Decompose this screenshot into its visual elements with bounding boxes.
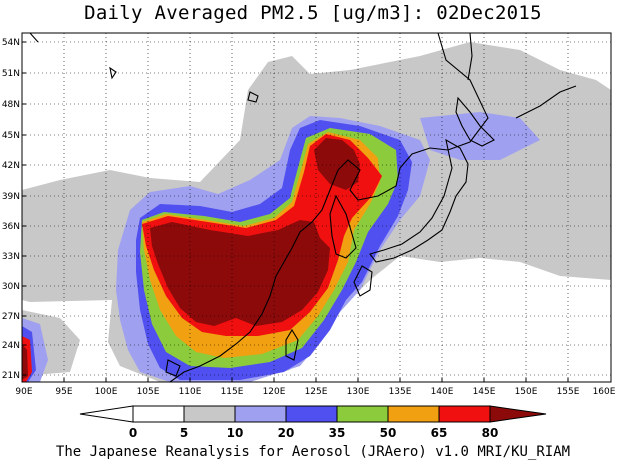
lat-label: 39N (2, 192, 20, 202)
map-title: Daily Averaged PM2.5 [ug/m3]: 02Dec2015 (84, 2, 542, 24)
lon-label: 90E (15, 387, 32, 397)
lon-label: 135E (389, 387, 412, 397)
lat-label: 24N (2, 341, 20, 351)
lat-label: 42N (2, 161, 20, 171)
lon-label: 140E (431, 387, 454, 397)
data-source-caption: The Japanese Reanalysis for Aerosol (JRA… (55, 444, 571, 460)
lon-label: 95E (55, 387, 72, 397)
lon-label: 150E (515, 387, 538, 397)
lon-label: 100E (95, 387, 118, 397)
colorbar-segment (183, 405, 236, 423)
lon-label: 105E (137, 387, 160, 397)
lon-label: 145E (473, 387, 496, 397)
colorbar-label: 5 (180, 426, 188, 440)
colorbar (79, 405, 547, 423)
colorbar-label: 80 (482, 426, 499, 440)
colorbar-label: 0 (129, 426, 137, 440)
concentration-field (22, 33, 611, 382)
pm25-level-darkred-sw (22, 344, 28, 380)
lat-label: 51N (2, 69, 20, 79)
colorbar-label: 65 (431, 426, 448, 440)
lon-label: 130E (347, 387, 370, 397)
lat-label: 21N (2, 371, 20, 381)
colorbar-segment (438, 405, 491, 423)
lat-label: 36N (2, 222, 20, 232)
colorbar-segment (285, 405, 338, 423)
lat-label: 30N (2, 282, 20, 292)
lon-label: 125E (305, 387, 328, 397)
pm25-level-darkred (150, 220, 330, 326)
lat-label: 27N (2, 312, 20, 322)
lat-label: 33N (2, 252, 20, 262)
lon-label: 120E (263, 387, 286, 397)
colorbar-label: 50 (380, 426, 397, 440)
colorbar-segment (387, 405, 440, 423)
lat-axis (22, 41, 26, 376)
lon-label: 115E (221, 387, 244, 397)
colorbar-segment (336, 405, 389, 423)
pm25-level-lightblue-east (420, 112, 540, 160)
lon-label: 155E (557, 387, 580, 397)
lon-axis (63, 378, 569, 382)
colorbar-label: 10 (227, 426, 244, 440)
colorbar-label: 35 (329, 426, 346, 440)
lon-label: 110E (179, 387, 202, 397)
colorbar-segment (234, 405, 287, 423)
lon-label: 160E (593, 387, 616, 397)
pm25-level-darkred-north (314, 138, 360, 190)
lat-label: 48N (2, 100, 20, 110)
colorbar-under-arrow (79, 405, 134, 423)
colorbar-over-arrow (489, 405, 547, 423)
colorbar-segment (132, 405, 185, 423)
lat-label: 54N (2, 38, 20, 48)
colorbar-label: 20 (278, 426, 295, 440)
lat-label: 45N (2, 131, 20, 141)
